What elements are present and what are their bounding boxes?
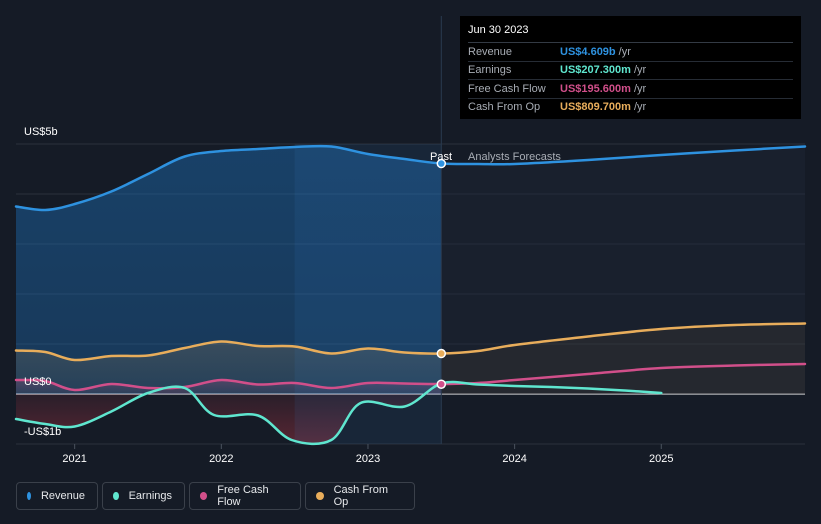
- x-tick-label: 2024: [502, 453, 526, 465]
- legend-item-fcf[interactable]: Free Cash Flow: [189, 482, 301, 510]
- x-tick-label: 2023: [356, 453, 380, 465]
- tooltip-row-earnings: Earnings US$207.300m /yr: [468, 62, 793, 80]
- tooltip-unit: /yr: [633, 101, 647, 114]
- tooltip-unit: /yr: [618, 45, 631, 58]
- legend-item-revenue[interactable]: Revenue: [16, 482, 98, 510]
- highlight-band: [294, 16, 442, 444]
- tooltip-unit: /yr: [633, 64, 647, 77]
- y-axis-ticks: US$5b US$0 -US$1b: [24, 126, 61, 438]
- tooltip-label: Free Cash Flow: [468, 82, 546, 95]
- cfo-forecast-area: [441, 323, 805, 394]
- y-tick-label: US$5b: [24, 126, 58, 138]
- cfo-line: [14, 322, 807, 362]
- fcf-dot-icon: [200, 492, 208, 500]
- legend-label: Earnings: [128, 490, 172, 502]
- cfo-marker: [436, 348, 447, 359]
- hover-band: [294, 144, 442, 444]
- y-tick-label: -US$1b: [24, 426, 61, 438]
- earnings-line: [14, 380, 663, 446]
- tooltip-date: Jun 30 2023: [468, 24, 793, 43]
- tooltip-label: Revenue: [468, 45, 513, 58]
- legend-item-earnings[interactable]: Earnings: [102, 482, 185, 510]
- tooltip-value: US$207.300m: [560, 64, 631, 77]
- revenue-marker: [436, 158, 447, 169]
- data-tooltip: Jun 30 2023 Revenue US$4.609b /yr Earnin…: [460, 16, 801, 119]
- earnings-dot-icon: [113, 492, 119, 500]
- tooltip-row-cfo: Cash From Op US$809.700m /yr: [468, 99, 793, 117]
- x-tick-label: 2025: [649, 453, 673, 465]
- tooltip-unit: /yr: [633, 82, 647, 95]
- chart-legend: Revenue Earnings Free Cash Flow Cash Fro…: [16, 482, 415, 510]
- x-tick-label: 2021: [62, 453, 86, 465]
- tooltip-label: Cash From Op: [468, 101, 541, 114]
- tooltip-label: Earnings: [468, 64, 512, 77]
- earnings-area: [16, 383, 442, 444]
- revenue-area: [16, 146, 442, 394]
- past-label: Past: [430, 151, 452, 163]
- x-tick-label: 2022: [209, 453, 233, 465]
- fcf-marker: [436, 379, 447, 389]
- y-tick-label: US$0: [24, 376, 52, 388]
- fcf-area: [16, 379, 442, 394]
- tooltip-value: US$195.600m: [560, 82, 631, 95]
- x-axis-ticks: 2021 2022 2023 2024 2025: [62, 444, 674, 465]
- tooltip-value: US$4.609b: [560, 45, 616, 58]
- revenue-line: [14, 144, 807, 212]
- tooltip-row-revenue: Revenue US$4.609b /yr: [468, 43, 793, 62]
- tooltip-row-fcf: Free Cash Flow US$195.600m /yr: [468, 80, 793, 99]
- cfo-dot-icon: [316, 492, 324, 500]
- revenue-forecast-area: [441, 146, 805, 394]
- forecast-label: Analysts Forecasts: [468, 151, 561, 163]
- legend-item-cfo[interactable]: Cash From Op: [305, 482, 415, 510]
- tooltip-value: US$809.700m: [560, 101, 631, 114]
- fcf-line: [14, 362, 807, 392]
- legend-label: Cash From Op: [333, 484, 388, 508]
- series-lines: [14, 144, 807, 446]
- revenue-dot-icon: [27, 492, 31, 500]
- series-areas: [16, 146, 805, 444]
- legend-label: Revenue: [40, 490, 85, 502]
- legend-label: Free Cash Flow: [217, 484, 269, 508]
- series-markers: [436, 158, 447, 389]
